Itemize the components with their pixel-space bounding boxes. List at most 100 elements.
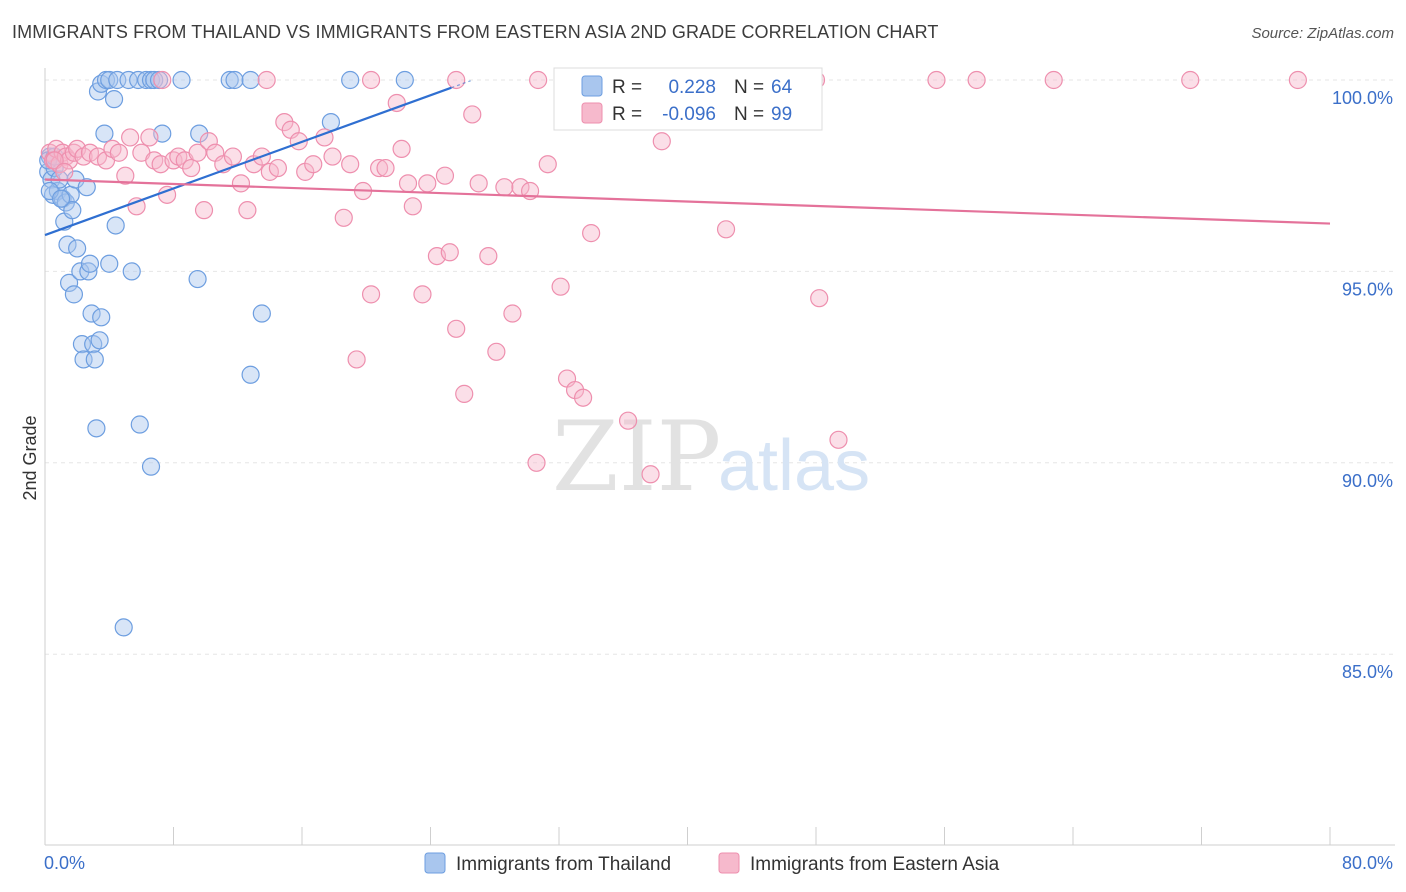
eastern-asia-point (188, 143, 207, 162)
eastern-asia-point (268, 158, 288, 178)
thailand-point (114, 618, 133, 637)
eastern-asia-point (618, 411, 638, 430)
eastern-asia-point (334, 208, 353, 227)
thailand-point (90, 331, 109, 350)
thailand-point (51, 189, 71, 208)
eastern-asia-point (469, 174, 488, 193)
eastern-asia-point (398, 174, 418, 193)
legend-n-label-1: N = (734, 77, 764, 98)
bottom-legend-label-eastern-asia: Immigrants from Eastern Asia (750, 854, 1000, 875)
eastern-asia-point (403, 197, 422, 216)
thailand-point (225, 70, 244, 90)
eastern-asia-point (447, 319, 466, 338)
eastern-asia-point (447, 70, 466, 90)
eastern-asia-point (495, 178, 514, 197)
bottom-legend-label-thailand: Immigrants from Thailand (456, 854, 671, 875)
eastern-asia-point (440, 243, 459, 262)
axes-layer: 100.0% 95.0% 90.0% 85.0% (44, 68, 1395, 846)
legend: R = 0.228 N = 64 R = -0.096 N = 99 (553, 67, 823, 131)
eastern-asia-point (1288, 70, 1307, 90)
y-tick-label: 85.0% (1342, 662, 1393, 682)
eastern-asia-point (361, 285, 381, 304)
eastern-asia-point (463, 105, 482, 124)
eastern-asia-point (1044, 70, 1063, 90)
thailand-point (82, 304, 101, 323)
eastern-asia-point (199, 132, 218, 151)
thailand-trend-line (44, 86, 452, 237)
eastern-asia-point (304, 155, 323, 174)
thailand-point (79, 262, 98, 281)
legend-r-value-1: 0.228 (668, 77, 716, 98)
eastern-asia-point (361, 70, 381, 90)
eastern-asia-point (223, 147, 243, 166)
points-layer (39, 70, 1307, 637)
thailand-point (100, 254, 119, 273)
thailand-point (63, 201, 82, 220)
eastern-asia-point (127, 197, 146, 216)
thailand-point (190, 124, 209, 143)
eastern-asia-point (503, 304, 522, 323)
thailand-point (85, 350, 104, 369)
eastern-asia-point (479, 246, 498, 266)
eastern-asia-point (376, 158, 395, 178)
trend-layer (44, 80, 1331, 237)
eastern-asia-point (413, 285, 432, 304)
eastern-asia-point (194, 201, 214, 220)
eastern-asia-point (323, 147, 342, 166)
thailand-point (58, 235, 77, 254)
eastern-asia-point (121, 128, 140, 147)
thailand-point (77, 178, 96, 197)
x-tick-label-max: 80.0% (1342, 853, 1393, 873)
eastern-asia-point (435, 166, 455, 185)
y-tick-label: 95.0% (1342, 279, 1393, 299)
legend-swatch-pink (581, 102, 603, 124)
eastern-asia-point (55, 162, 74, 181)
bottom-legend-swatch-thailand (424, 852, 446, 874)
eastern-asia-point (347, 350, 366, 369)
thailand-point (64, 285, 84, 304)
legend-r-label-2: R = (612, 104, 642, 125)
eastern-asia-point (716, 220, 736, 239)
thailand-point (92, 308, 111, 327)
chart-source: Source: ZipAtlas.com (1251, 25, 1394, 42)
legend-n-value-1: 64 (771, 77, 793, 98)
eastern-asia-point (140, 128, 159, 147)
bottom-legend-swatch-eastern-asia (718, 852, 740, 874)
eastern-asia-trend-line (44, 178, 1331, 225)
eastern-asia-point (257, 70, 276, 90)
thailand-point (87, 419, 106, 438)
thailand-point (80, 254, 100, 273)
thailand-point (252, 304, 271, 323)
thailand-point (106, 216, 125, 235)
legend-n-label-2: N = (734, 104, 764, 125)
thailand-point (104, 90, 124, 109)
legend-r-value-2: -0.096 (662, 104, 716, 125)
eastern-asia-point (573, 388, 593, 407)
eastern-asia-point (370, 158, 389, 178)
thailand-point (395, 70, 414, 90)
eastern-asia-point (538, 155, 557, 174)
thailand-point (241, 365, 260, 384)
eastern-asia-point (967, 70, 986, 90)
eastern-asia-point (238, 201, 257, 220)
x-tick-label-min: 0.0% (44, 853, 85, 873)
legend-r-label-1: R = (612, 77, 642, 98)
eastern-asia-point (551, 277, 570, 296)
thailand-point (241, 70, 260, 90)
bottom-legend: Immigrants from Thailand Immigrants from… (424, 852, 1000, 875)
legend-n-value-2: 99 (771, 104, 792, 125)
thailand-point (68, 239, 87, 258)
eastern-asia-point (1181, 70, 1200, 90)
eastern-asia-point (153, 70, 172, 90)
thailand-point (341, 70, 360, 90)
eastern-asia-point (829, 430, 848, 449)
thailand-point (141, 457, 161, 476)
eastern-asia-point (527, 453, 546, 472)
eastern-asia-point (927, 70, 946, 90)
eastern-asia-point (418, 174, 437, 193)
eastern-asia-point (652, 132, 671, 151)
watermark: ZIP atlas (552, 401, 870, 513)
eastern-asia-point (182, 158, 201, 178)
eastern-asia-point (529, 70, 548, 90)
